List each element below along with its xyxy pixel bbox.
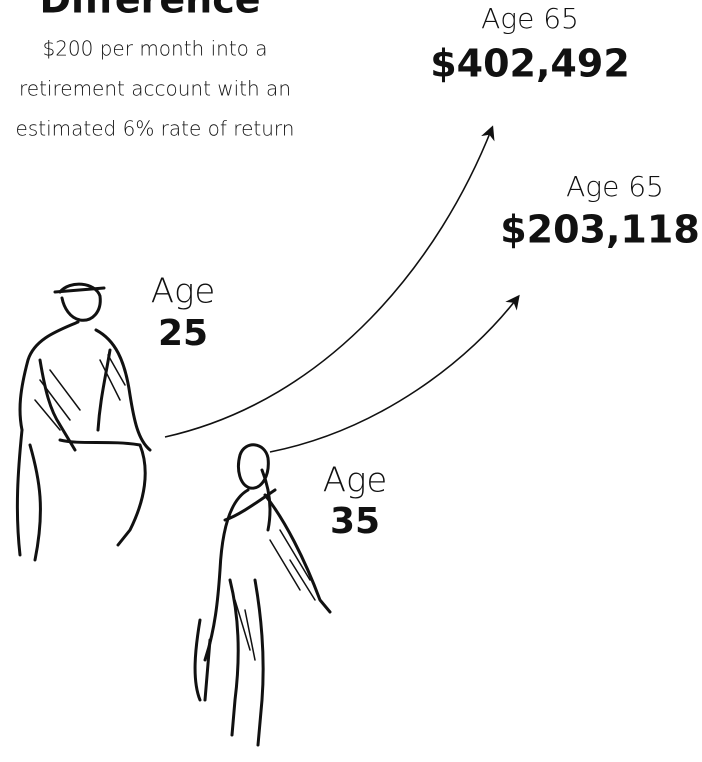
age-value: 25 bbox=[158, 313, 208, 354]
result-label: Age 65 bbox=[566, 170, 664, 203]
age-value: 35 bbox=[330, 501, 380, 542]
sketch-figure bbox=[17, 284, 150, 560]
subtitle-line: $200 per month into a bbox=[42, 37, 267, 61]
age-label: Age bbox=[151, 272, 216, 312]
growth-arrow bbox=[270, 297, 518, 452]
page: Difference $200 per month into a retirem… bbox=[0, 0, 702, 762]
result-amount: $402,492 bbox=[430, 42, 630, 86]
age-label: Age bbox=[323, 461, 388, 501]
sketch-figure bbox=[195, 445, 330, 745]
result-amount: $203,118 bbox=[500, 208, 700, 252]
subtitle-line: retirement account with an bbox=[19, 77, 291, 101]
subtitle-line: estimated 6% rate of return bbox=[16, 117, 295, 141]
title: Difference bbox=[40, 0, 261, 22]
infographic: Difference $200 per month into a retirem… bbox=[0, 0, 702, 762]
result-label: Age 65 bbox=[481, 2, 579, 35]
